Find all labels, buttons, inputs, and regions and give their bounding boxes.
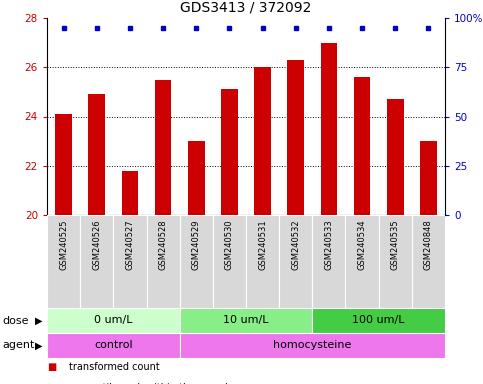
- Bar: [88, 94, 105, 215]
- Bar: [114, 215, 146, 308]
- Text: GSM240525: GSM240525: [59, 220, 68, 270]
- Bar: [387, 99, 403, 215]
- Bar: [321, 43, 337, 215]
- Bar: [412, 215, 445, 308]
- Text: GSM240526: GSM240526: [92, 220, 101, 270]
- Bar: [47, 308, 180, 333]
- Text: GSM240533: GSM240533: [325, 220, 333, 270]
- Text: 0 um/L: 0 um/L: [94, 316, 132, 326]
- Text: 100 um/L: 100 um/L: [353, 316, 405, 326]
- Text: GSM240532: GSM240532: [291, 220, 300, 270]
- Bar: [180, 308, 313, 333]
- Bar: [155, 79, 171, 215]
- Text: GDS3413 / 372092: GDS3413 / 372092: [180, 0, 312, 14]
- Bar: [80, 215, 114, 308]
- Text: GSM240530: GSM240530: [225, 220, 234, 270]
- Text: ▶: ▶: [35, 341, 42, 351]
- Text: percentile rank within the sample: percentile rank within the sample: [69, 383, 234, 384]
- Text: homocysteine: homocysteine: [273, 341, 352, 351]
- Text: GSM240527: GSM240527: [126, 220, 134, 270]
- Bar: [146, 215, 180, 308]
- Text: ■: ■: [47, 362, 56, 372]
- Text: ▶: ▶: [35, 316, 42, 326]
- Bar: [254, 67, 271, 215]
- Bar: [180, 215, 213, 308]
- Bar: [246, 215, 279, 308]
- Text: transformed count: transformed count: [69, 362, 159, 372]
- Text: GSM240848: GSM240848: [424, 220, 433, 270]
- Bar: [47, 215, 80, 308]
- Bar: [180, 333, 445, 358]
- Text: GSM240531: GSM240531: [258, 220, 267, 270]
- Bar: [345, 215, 379, 308]
- Bar: [354, 77, 370, 215]
- Bar: [279, 215, 313, 308]
- Bar: [213, 215, 246, 308]
- Bar: [47, 333, 180, 358]
- Text: control: control: [94, 341, 133, 351]
- Text: dose: dose: [2, 316, 29, 326]
- Text: GSM240529: GSM240529: [192, 220, 201, 270]
- Bar: [55, 114, 72, 215]
- Text: 10 um/L: 10 um/L: [223, 316, 269, 326]
- Bar: [420, 141, 437, 215]
- Text: ■: ■: [47, 383, 56, 384]
- Text: GSM240535: GSM240535: [391, 220, 400, 270]
- Bar: [287, 60, 304, 215]
- Text: agent: agent: [2, 341, 35, 351]
- Text: GSM240528: GSM240528: [158, 220, 168, 270]
- Bar: [188, 141, 204, 215]
- Bar: [122, 170, 138, 215]
- Bar: [313, 215, 345, 308]
- Bar: [313, 308, 445, 333]
- Bar: [221, 89, 238, 215]
- Text: GSM240534: GSM240534: [357, 220, 367, 270]
- Bar: [379, 215, 412, 308]
